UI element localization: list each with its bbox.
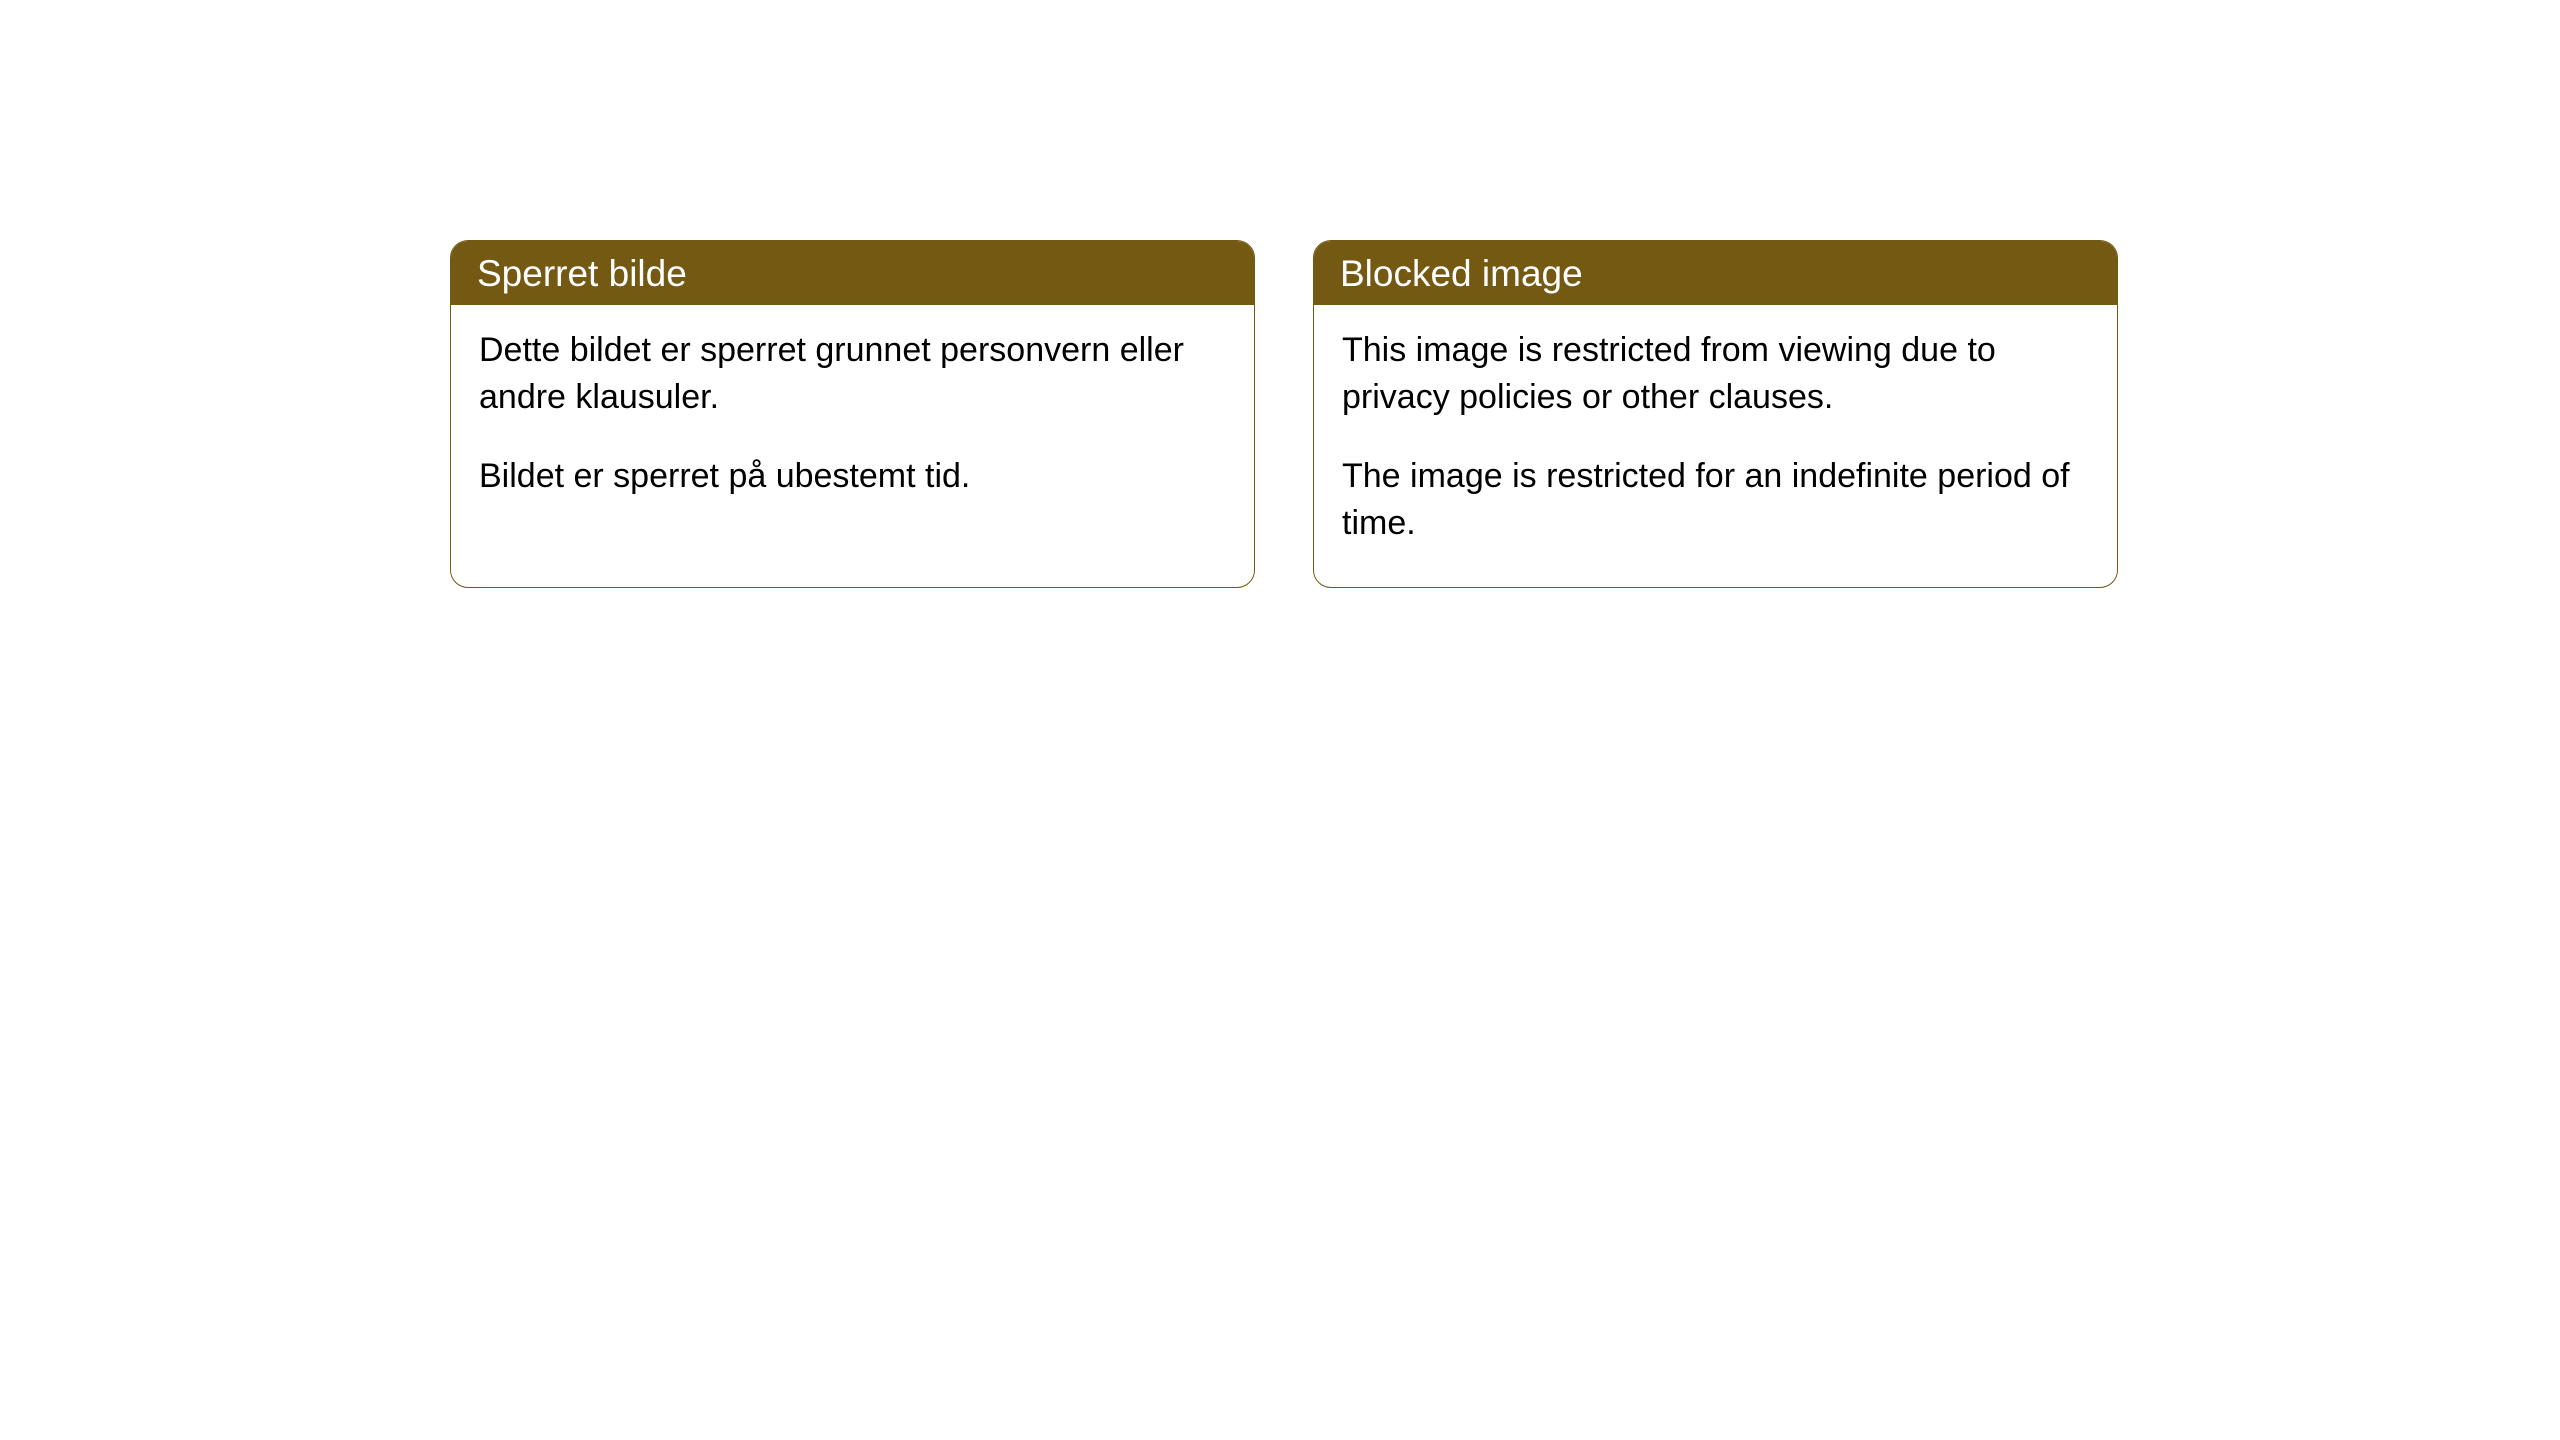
card-header-english: Blocked image: [1314, 241, 2117, 305]
card-body-english: This image is restricted from viewing du…: [1314, 305, 2117, 587]
card-header-norwegian: Sperret bilde: [451, 241, 1254, 305]
notice-container: Sperret bilde Dette bildet er sperret gr…: [450, 240, 2560, 588]
card-paragraph: This image is restricted from viewing du…: [1342, 327, 2089, 421]
card-paragraph: The image is restricted for an indefinit…: [1342, 453, 2089, 547]
card-title: Blocked image: [1340, 253, 1583, 294]
card-title: Sperret bilde: [477, 253, 687, 294]
notice-card-norwegian: Sperret bilde Dette bildet er sperret gr…: [450, 240, 1255, 588]
card-paragraph: Dette bildet er sperret grunnet personve…: [479, 327, 1226, 421]
card-paragraph: Bildet er sperret på ubestemt tid.: [479, 453, 1226, 500]
notice-card-english: Blocked image This image is restricted f…: [1313, 240, 2118, 588]
card-body-norwegian: Dette bildet er sperret grunnet personve…: [451, 305, 1254, 540]
